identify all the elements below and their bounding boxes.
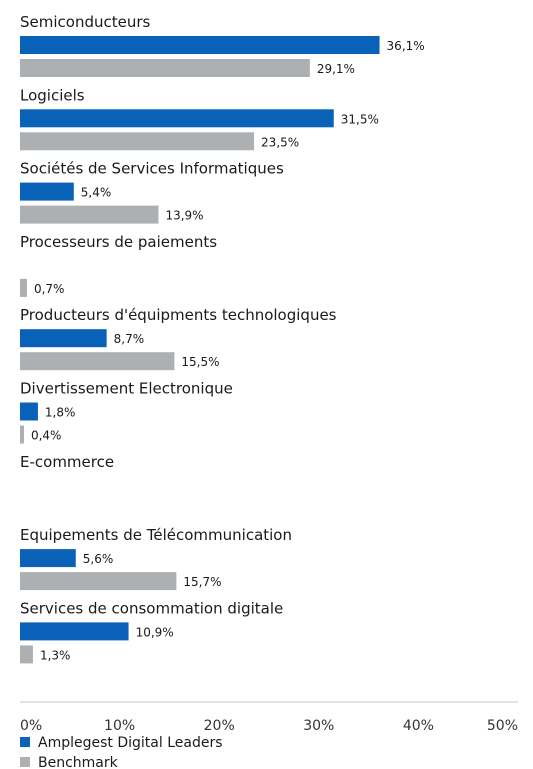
x-tick-label: 0% (20, 718, 42, 734)
x-tick-label: 30% (303, 718, 334, 734)
data-label: 0,7% (34, 282, 65, 296)
bar-portfolio (20, 36, 380, 54)
bar-benchmark (20, 132, 255, 151)
bar-benchmark (20, 645, 33, 664)
x-tick-label: 10% (104, 718, 135, 734)
bar-benchmark (20, 352, 175, 371)
data-label: 15,5% (181, 355, 219, 369)
legend: Amplegest Digital Leaders Benchmark (20, 735, 223, 769)
data-label: 1,3% (40, 648, 70, 662)
data-label: 36,1% (387, 39, 425, 53)
bar-benchmark (20, 205, 159, 224)
category-label: Producteurs d'équipments technologiques (20, 306, 337, 324)
data-label: 8,7% (114, 332, 145, 346)
category-label: Semiconducteurs (20, 13, 151, 31)
category-label: Sociétés de Services Informatiques (20, 160, 284, 178)
data-label: 5,6% (83, 552, 114, 566)
data-label: 13,9% (165, 209, 203, 223)
bars (20, 36, 380, 664)
data-label: 31,5% (341, 112, 379, 126)
bar-benchmark (20, 278, 27, 297)
category-label: E-commerce (20, 453, 114, 471)
bar-benchmark (20, 59, 310, 77)
x-tick-label: 50% (487, 718, 518, 734)
bar-portfolio (20, 622, 129, 641)
value-labels: 36,1% 29,1% 31,5% 23,5% 5,4% 13,9% 0,7% 8,7% 15,… (31, 39, 425, 662)
category-label: Services de consommation digitale (20, 599, 283, 617)
category-label: Processeurs de paiements (20, 233, 217, 251)
bar-portfolio (20, 329, 107, 348)
data-label: 29,1% (317, 62, 355, 76)
data-label: 10,9% (136, 625, 174, 639)
category-label: Divertissement Electronique (20, 380, 233, 398)
data-label: 23,5% (261, 135, 299, 149)
bar-portfolio (20, 549, 76, 568)
data-label: 0,4% (31, 429, 62, 443)
legend-swatch-portfolio (20, 737, 30, 747)
data-label: 1,8% (45, 406, 76, 420)
legend-label-portfolio: Amplegest Digital Leaders (38, 735, 223, 751)
bar-portfolio (20, 182, 74, 201)
legend-label-benchmark: Benchmark (38, 755, 119, 769)
bar-benchmark (20, 425, 24, 444)
x-tick-label: 40% (403, 718, 434, 734)
data-label: 15,7% (183, 575, 221, 589)
x-tick-labels: 0% 10% 20% 30% 40% 50% (20, 718, 518, 734)
bar-portfolio (20, 109, 334, 128)
category-label: Equipements de Télécommunication (20, 526, 292, 544)
bar-benchmark (20, 572, 177, 591)
category-labels: Semiconducteurs Logiciels Sociétés de Serv… (20, 13, 337, 617)
data-label: 5,4% (81, 186, 112, 200)
bar-portfolio (20, 402, 38, 421)
legend-swatch-benchmark (20, 757, 30, 767)
category-label: Logiciels (20, 86, 85, 104)
x-tick-label: 20% (204, 718, 235, 734)
